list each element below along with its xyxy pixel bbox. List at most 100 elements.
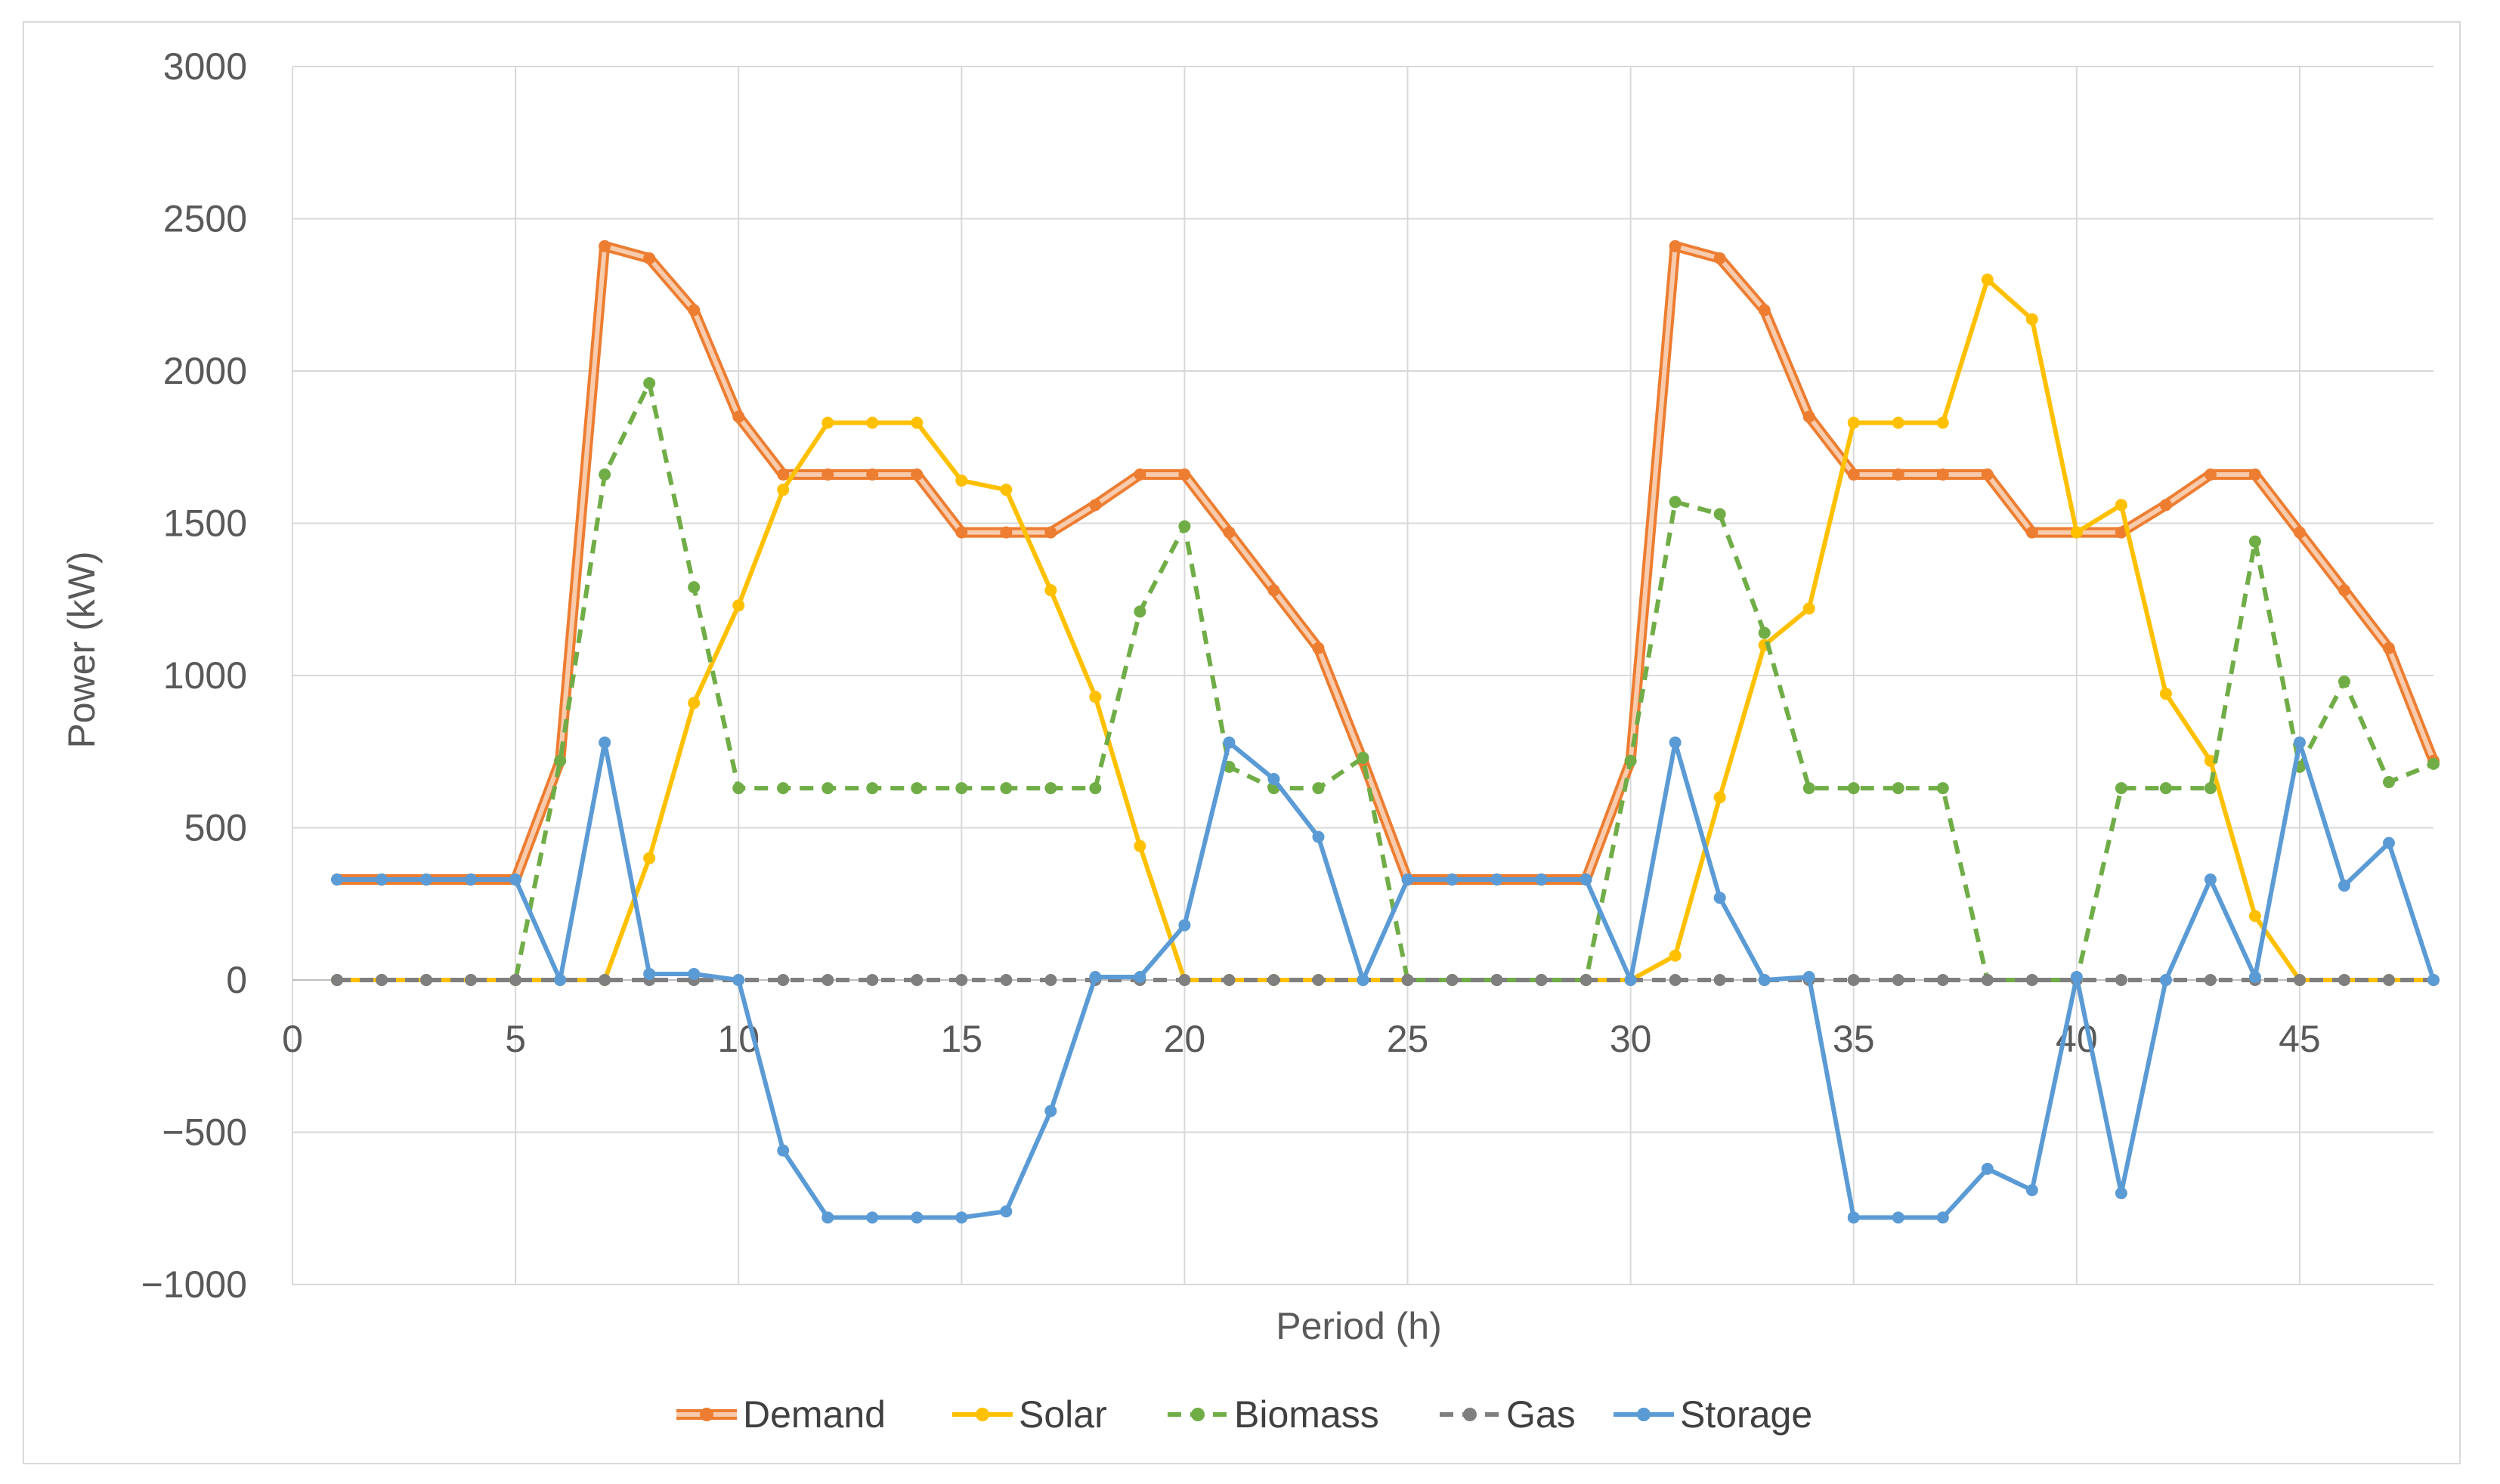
data-point bbox=[1267, 773, 1280, 786]
data-point bbox=[1490, 974, 1503, 986]
data-point bbox=[1802, 782, 1815, 795]
data-point bbox=[465, 873, 478, 886]
data-point bbox=[777, 1144, 790, 1157]
data-point bbox=[1981, 974, 1994, 986]
data-point bbox=[1312, 830, 1325, 843]
x-tick-label: 5 bbox=[505, 1018, 526, 1060]
data-point bbox=[2025, 974, 2038, 986]
data-point bbox=[2115, 782, 2127, 795]
data-point bbox=[1089, 970, 1102, 983]
data-point bbox=[2248, 535, 2261, 548]
data-point bbox=[1178, 520, 1191, 533]
data-point bbox=[688, 967, 701, 980]
legend-label: Gas bbox=[1506, 1393, 1576, 1436]
legend-marker bbox=[1191, 1408, 1205, 1421]
data-point bbox=[911, 782, 924, 795]
data-point bbox=[2115, 526, 2127, 539]
series-line-inner bbox=[337, 243, 2436, 883]
data-point bbox=[1044, 584, 1057, 597]
data-point bbox=[911, 1211, 924, 1224]
y-tick-label: 2000 bbox=[163, 350, 247, 392]
data-point bbox=[2293, 974, 2306, 986]
y-tick-label: −500 bbox=[162, 1111, 247, 1154]
data-point bbox=[1713, 252, 1726, 264]
data-point bbox=[1936, 974, 1949, 986]
data-point bbox=[777, 974, 790, 986]
y-tick-labels: −1000 −500 0 500 1000 1500 2000 2500 3000 bbox=[141, 45, 247, 1306]
data-point bbox=[2293, 526, 2306, 539]
data-point bbox=[643, 967, 656, 980]
series-storage bbox=[331, 736, 2440, 1224]
data-point bbox=[1134, 970, 1146, 983]
data-point bbox=[2338, 880, 2350, 892]
data-point bbox=[1044, 1105, 1057, 1118]
data-point bbox=[509, 873, 522, 886]
data-point bbox=[2159, 782, 2172, 795]
data-point bbox=[2159, 688, 2172, 700]
data-point bbox=[911, 974, 924, 986]
x-tick-label: 45 bbox=[2279, 1018, 2321, 1060]
data-point bbox=[2204, 754, 2217, 767]
y-tick-label: 2500 bbox=[163, 198, 247, 240]
data-point bbox=[1758, 304, 1771, 317]
legend-label: Storage bbox=[1680, 1393, 1812, 1436]
data-point bbox=[1802, 602, 1815, 615]
data-point bbox=[1892, 1211, 1904, 1224]
data-point bbox=[420, 873, 433, 886]
legend-marker bbox=[976, 1408, 989, 1421]
x-tick-label: 30 bbox=[1610, 1018, 1652, 1060]
data-point bbox=[599, 468, 611, 481]
y-tick-label: 3000 bbox=[163, 45, 247, 88]
data-point bbox=[1936, 416, 1949, 429]
data-point bbox=[2159, 974, 2172, 986]
data-point bbox=[2382, 642, 2395, 654]
data-point bbox=[1580, 974, 1592, 986]
data-point bbox=[1892, 974, 1904, 986]
data-point bbox=[1936, 1211, 1949, 1224]
data-point bbox=[2115, 499, 2127, 512]
data-point bbox=[1847, 1211, 1860, 1224]
data-point bbox=[1892, 782, 1904, 795]
data-point bbox=[1847, 782, 1860, 795]
data-point bbox=[2115, 974, 2127, 986]
data-point bbox=[955, 1211, 968, 1224]
data-point bbox=[2427, 974, 2440, 986]
data-point bbox=[2293, 736, 2306, 749]
data-point bbox=[1713, 892, 1726, 904]
data-point bbox=[2382, 776, 2395, 789]
y-tick-label: 1000 bbox=[163, 654, 247, 697]
data-point bbox=[1847, 468, 1860, 481]
data-point bbox=[1178, 468, 1191, 481]
y-tick-label: 1500 bbox=[163, 502, 247, 545]
data-point bbox=[2248, 910, 2261, 923]
legend-marker bbox=[700, 1408, 713, 1421]
data-point bbox=[465, 974, 478, 986]
data-point bbox=[1267, 974, 1280, 986]
data-point bbox=[1580, 873, 1592, 886]
legend-marker bbox=[1463, 1408, 1477, 1421]
data-point bbox=[331, 873, 344, 886]
y-tick-label: 500 bbox=[184, 807, 247, 849]
data-point bbox=[1535, 974, 1548, 986]
data-point bbox=[1981, 468, 1994, 481]
data-point bbox=[2382, 836, 2395, 849]
data-point bbox=[1223, 736, 1236, 749]
series-lines bbox=[331, 240, 2440, 1224]
data-point bbox=[2025, 1184, 2038, 1197]
data-point bbox=[643, 852, 656, 864]
data-point bbox=[2070, 526, 2083, 539]
data-point bbox=[1223, 974, 1236, 986]
data-point bbox=[688, 697, 701, 710]
data-point bbox=[1669, 974, 1682, 986]
data-point bbox=[1178, 974, 1191, 986]
data-point bbox=[2382, 974, 2395, 986]
data-point bbox=[1624, 974, 1637, 986]
y-tick-label: −1000 bbox=[141, 1263, 247, 1306]
data-point bbox=[1802, 970, 1815, 983]
data-point bbox=[821, 1211, 834, 1224]
data-point bbox=[1669, 736, 1682, 749]
data-point bbox=[643, 252, 656, 264]
data-point bbox=[1357, 751, 1369, 764]
data-point bbox=[1535, 873, 1548, 886]
data-point bbox=[1802, 410, 1815, 423]
